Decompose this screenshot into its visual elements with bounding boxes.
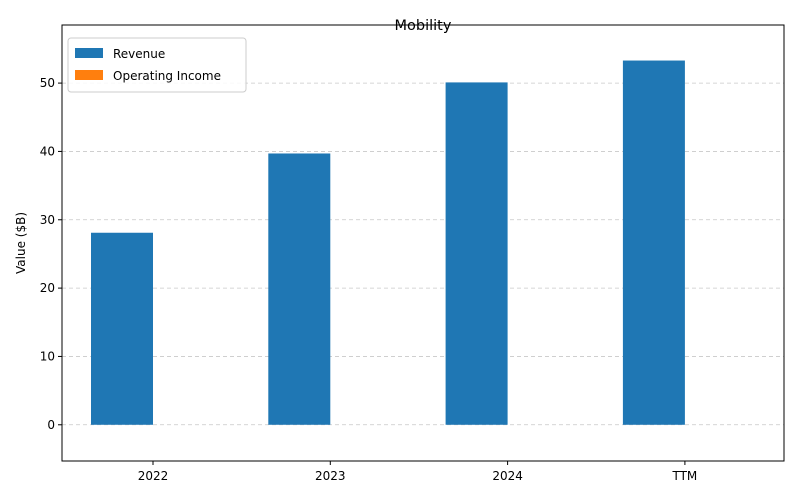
x-tick-label-2022: 2022 xyxy=(138,469,169,483)
y-axis-ticks: 0 10 20 30 40 50 xyxy=(40,76,62,432)
legend-items: Revenue Operating Income xyxy=(75,47,221,83)
y-tick-label-0: 0 xyxy=(47,418,55,432)
legend: Revenue Operating Income xyxy=(67,37,247,93)
legend-label-revenue: Revenue xyxy=(113,47,165,61)
y-tick-label-40: 40 xyxy=(40,144,55,158)
bar-revenue-2022 xyxy=(91,232,153,425)
y-axis-label: Value ($B) xyxy=(14,212,28,274)
x-tick-label-ttm: TTM xyxy=(671,469,697,483)
legend-box xyxy=(67,37,247,93)
plot-frame xyxy=(61,24,785,462)
bars xyxy=(91,60,685,425)
y-tick-label-50: 50 xyxy=(40,76,55,90)
y-tick-label-30: 30 xyxy=(40,213,55,227)
legend-swatch-operating-income xyxy=(75,70,103,80)
bar-revenue-2023 xyxy=(268,153,331,425)
y-tick-label-10: 10 xyxy=(40,349,55,363)
legend-label-operating-income: Operating Income xyxy=(113,69,221,83)
bar-revenue-2024 xyxy=(445,82,508,425)
bar-revenue-ttm xyxy=(622,60,685,425)
legend-swatch-revenue xyxy=(75,48,103,58)
x-axis-ticks: 2022 2023 2024 TTM xyxy=(138,461,697,483)
x-tick-label-2023: 2023 xyxy=(315,469,346,483)
x-tick-label-2024: 2024 xyxy=(492,469,523,483)
y-tick-label-20: 20 xyxy=(40,281,55,295)
chart-title: Mobility xyxy=(395,18,452,34)
